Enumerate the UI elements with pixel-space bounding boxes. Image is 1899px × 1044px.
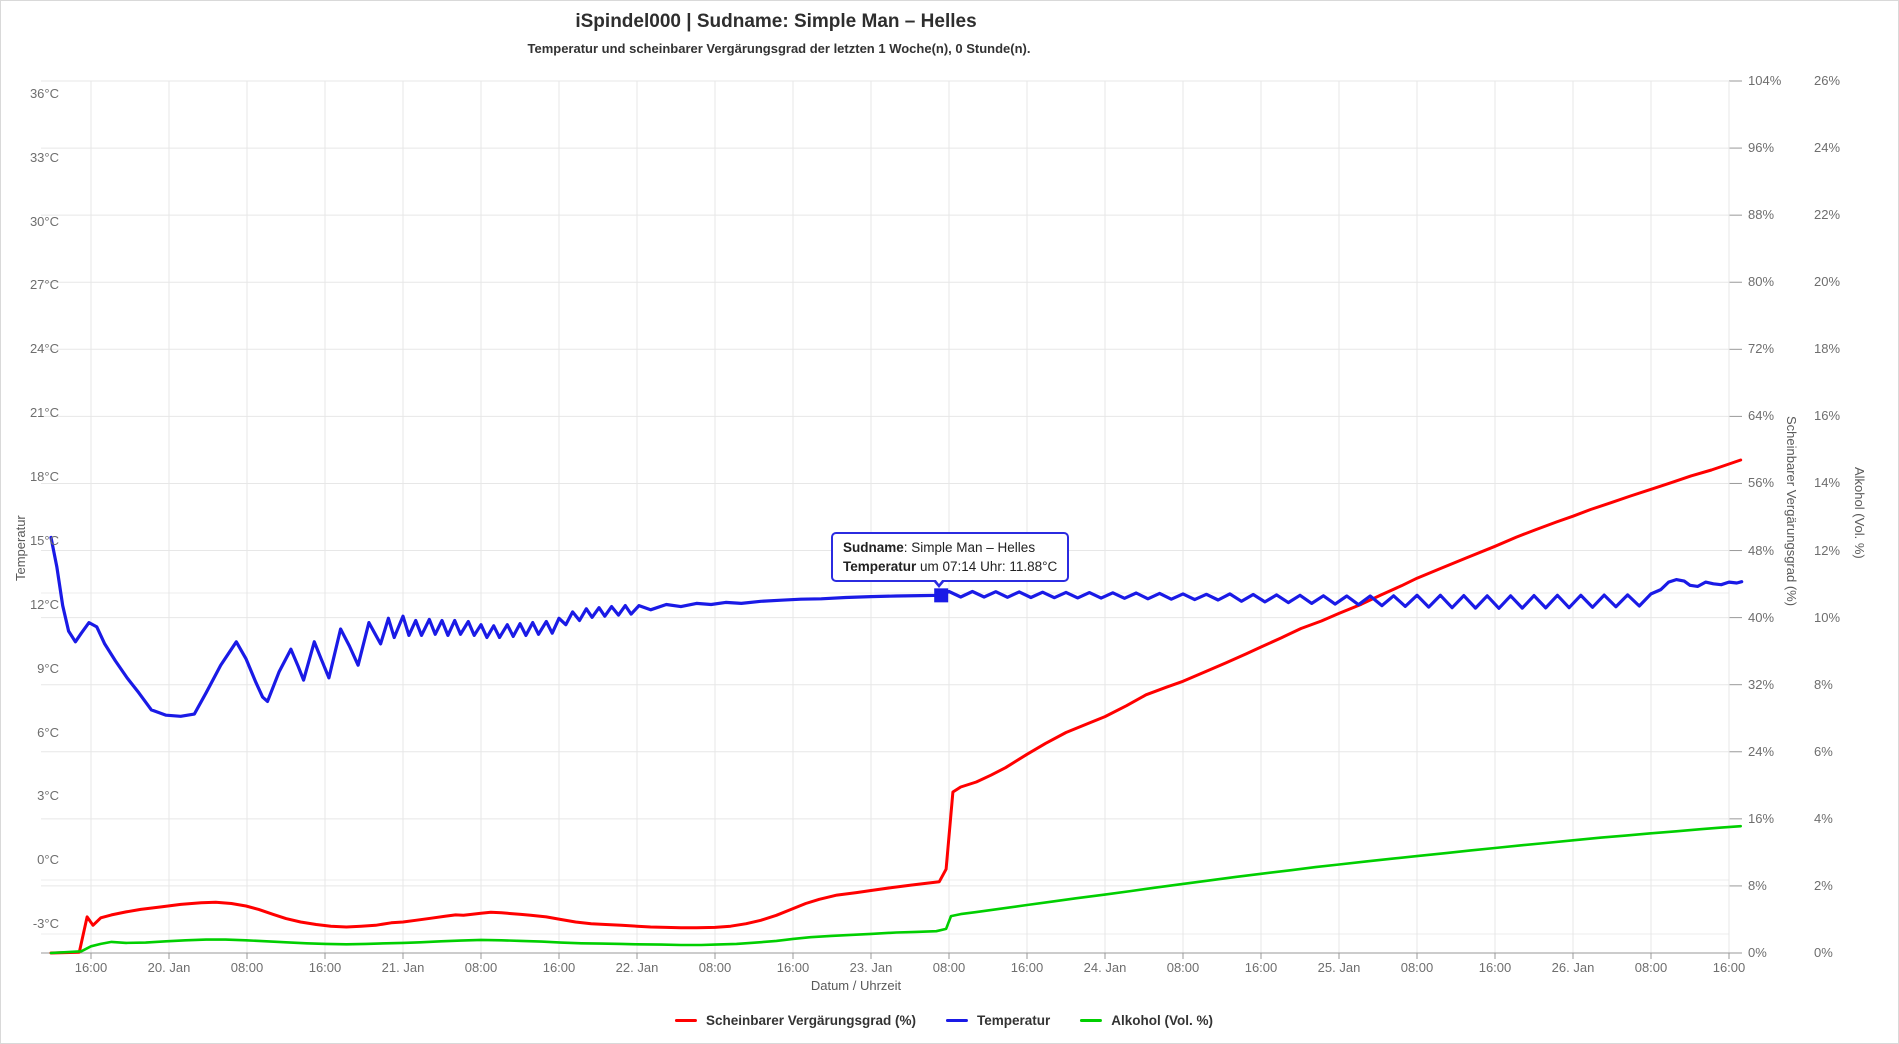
attenuation-tick-label: 8%	[1748, 878, 1767, 893]
temperature-tick-label: 36°C	[29, 86, 59, 101]
attenuation-tick-label: 88%	[1748, 207, 1775, 222]
temperature-tick-label: 18°C	[29, 469, 59, 484]
x-axis-tick-label: 08:00	[932, 960, 966, 975]
x-axis-title: Datum / Uhrzeit	[810, 978, 902, 993]
alcohol-tick-label: 10%	[1814, 610, 1841, 625]
legend-item-0[interactable]: Scheinbarer Vergärungsgrad (%)	[674, 1013, 917, 1028]
x-axis-tick-label: 21. Jan	[381, 960, 425, 975]
alcohol-tick-label: 26%	[1814, 73, 1841, 88]
x-axis-tick-label: 25. Jan	[1317, 960, 1361, 975]
x-axis-tick-label: 16:00	[1010, 960, 1044, 975]
x-axis-tick-label: 16:00	[542, 960, 576, 975]
alcohol-tick-label: 18%	[1814, 341, 1841, 356]
x-axis-tick-label: 08:00	[1166, 960, 1200, 975]
hover-point-marker[interactable]	[934, 588, 949, 603]
legend-marker-icon	[1080, 1019, 1103, 1022]
legend-label: Temperatur	[977, 1013, 1051, 1028]
attenuation-tick-label: 32%	[1748, 677, 1775, 692]
temperature-tick-label: 27°C	[29, 277, 59, 292]
x-axis-tick-label: 20. Jan	[147, 960, 191, 975]
x-axis-tick-label: 08:00	[1400, 960, 1434, 975]
x-axis-tick-label: 16:00	[776, 960, 810, 975]
attenuation-tick-label: 48%	[1748, 543, 1775, 558]
legend-item-2[interactable]: Alkohol (Vol. %)	[1080, 1013, 1213, 1028]
attenuation-tick-label: 24%	[1748, 744, 1775, 759]
alcohol-tick-label: 16%	[1814, 408, 1841, 423]
x-axis-tick-label: 08:00	[1634, 960, 1668, 975]
x-axis-tick-label: 16:00	[308, 960, 342, 975]
temperature-tick-label: 30°C	[29, 214, 59, 229]
attenuation-tick-label: 80%	[1748, 274, 1775, 289]
attenuation-tick-label: 104%	[1748, 73, 1782, 88]
alcohol-tick-label: 4%	[1814, 811, 1833, 826]
temperature-series-line[interactable]	[49, 535, 1744, 718]
alcohol-tick-label: 20%	[1814, 274, 1841, 289]
attenuation-tick-label: 40%	[1748, 610, 1775, 625]
legend-marker-icon	[674, 1019, 697, 1022]
attenuation-tick-label: 64%	[1748, 408, 1775, 423]
x-axis-tick-label: 16:00	[1244, 960, 1278, 975]
temperature-tick-label: 33°C	[29, 150, 59, 165]
x-axis-tick-label: 23. Jan	[849, 960, 893, 975]
temperature-tick-label: 21°C	[29, 405, 59, 420]
tooltip-row-sudname: Sudname: Simple Man – Helles	[843, 540, 1036, 555]
chart-subtitle: Temperatur und scheinbarer Vergärungsgra…	[527, 41, 1031, 56]
temperature-tick-label: 9°C	[37, 661, 59, 676]
x-axis-tick-label: 26. Jan	[1551, 960, 1595, 975]
temperature-tick-label: 12°C	[29, 597, 59, 612]
x-axis-tick-label: 16:00	[74, 960, 108, 975]
x-axis-tick-label: 22. Jan	[615, 960, 659, 975]
x-axis-tick-label: 16:00	[1712, 960, 1746, 975]
alcohol-tick-label: 8%	[1814, 677, 1833, 692]
alcohol-tick-label: 22%	[1814, 207, 1841, 222]
tooltip-pointer-fill	[932, 575, 946, 584]
legend: Scheinbarer Vergärungsgrad (%) Temperatur…	[674, 1013, 1213, 1028]
alcohol-tick-label: 14%	[1814, 475, 1841, 490]
attenuation-tick-label: 96%	[1748, 140, 1775, 155]
temperature-tick-label: 24°C	[29, 341, 59, 356]
x-axis-tick-label: 08:00	[464, 960, 498, 975]
chart-title: iSpindel000 | Sudname: Simple Man – Hell…	[575, 11, 977, 32]
x-axis-tick-label: 16:00	[1478, 960, 1512, 975]
legend-label: Scheinbarer Vergärungsgrad (%)	[705, 1013, 917, 1028]
legend-marker-icon	[946, 1019, 969, 1022]
alcohol-tick-label: 0%	[1814, 945, 1833, 960]
alcohol-tick-label: 12%	[1814, 543, 1841, 558]
alcohol-tick-label: 6%	[1814, 744, 1833, 759]
attenuation-series-line[interactable]	[49, 458, 1743, 955]
x-axis-tick-label: 24. Jan	[1083, 960, 1127, 975]
temperature-tick-label: 0°C	[37, 852, 59, 867]
x-axis-tick-label: 08:00	[698, 960, 732, 975]
x-axis-tick-label: 08:00	[230, 960, 264, 975]
alcohol-tick-label: 24%	[1814, 140, 1841, 155]
tooltip: Sudname: Simple Man – Helles Temperatur …	[831, 532, 1070, 582]
temperature-axis-title: Temperatur	[13, 515, 28, 581]
legend-item-1[interactable]: Temperatur	[946, 1013, 1050, 1028]
attenuation-axis-title: Scheinbarer Vergärungsgrad (%)	[1784, 416, 1799, 607]
temperature-tick-label: 3°C	[37, 788, 59, 803]
attenuation-tick-label: 16%	[1748, 811, 1775, 826]
attenuation-tick-label: 72%	[1748, 341, 1775, 356]
attenuation-tick-label: 0%	[1748, 945, 1767, 960]
alcohol-axis-title: Alkohol (Vol. %)	[1852, 467, 1867, 559]
temperature-tick-label: -3°C	[32, 916, 59, 931]
temperature-tick-label: 15°C	[29, 533, 59, 548]
legend-label: Alkohol (Vol. %)	[1111, 1013, 1214, 1028]
alcohol-series-line[interactable]	[49, 824, 1742, 955]
attenuation-tick-label: 56%	[1748, 475, 1775, 490]
temperature-tick-label: 6°C	[37, 725, 59, 740]
alcohol-tick-label: 2%	[1814, 878, 1833, 893]
tooltip-row-temperatur: Temperatur um 07:14 Uhr: 11.88°C	[843, 559, 1058, 574]
